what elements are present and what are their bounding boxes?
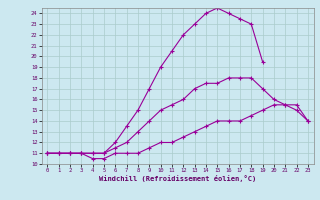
X-axis label: Windchill (Refroidissement éolien,°C): Windchill (Refroidissement éolien,°C) xyxy=(99,175,256,182)
